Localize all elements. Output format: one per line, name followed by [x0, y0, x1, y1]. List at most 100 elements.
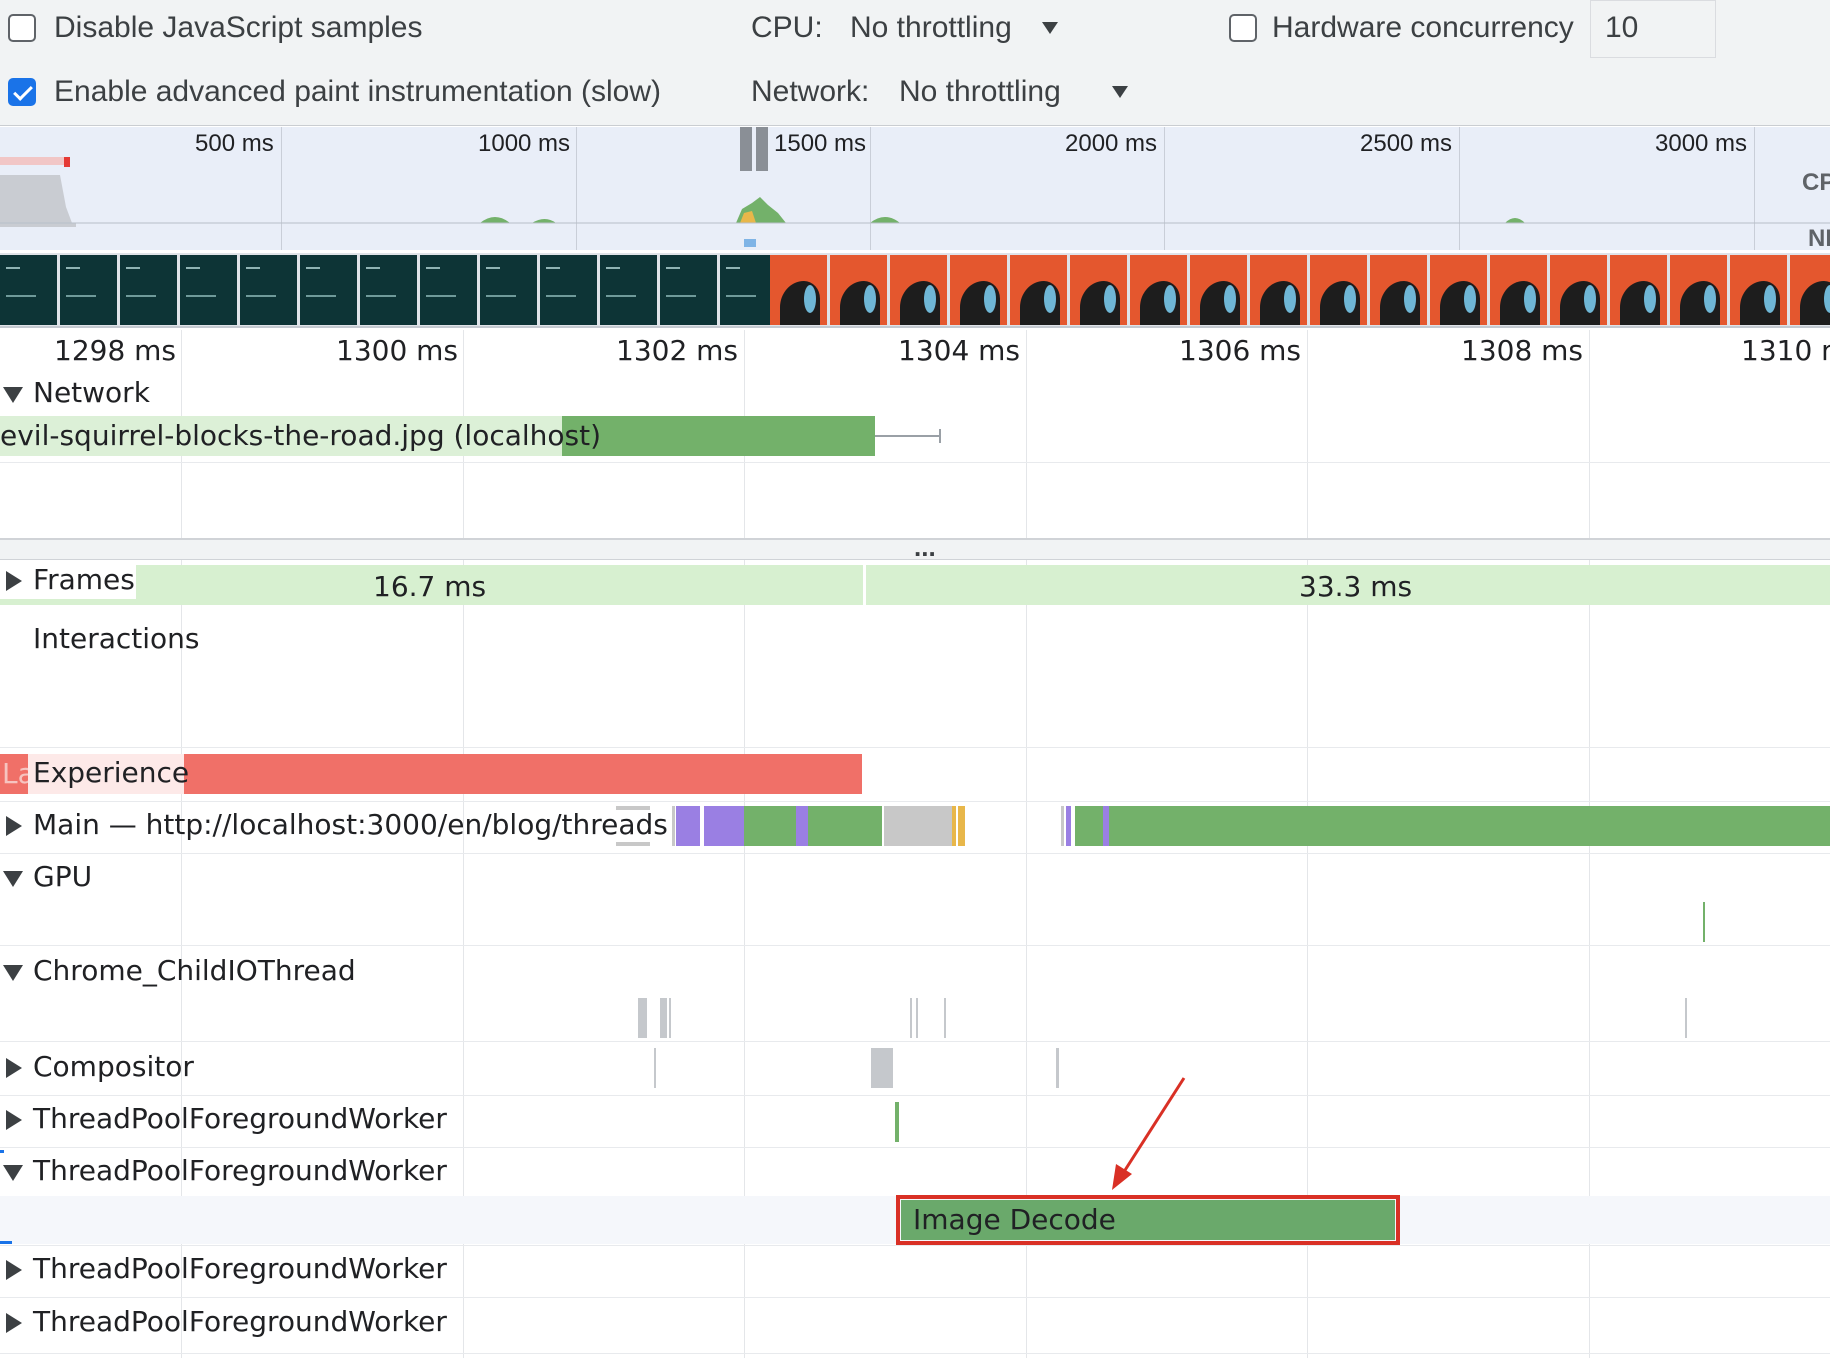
screenshot-thumbnail[interactable]	[1670, 255, 1727, 325]
worker-task-slice[interactable]	[895, 1102, 899, 1142]
collapse-triangle-icon[interactable]	[3, 965, 23, 981]
screenshot-thumbnail[interactable]	[830, 255, 887, 325]
io-task-slice[interactable]	[638, 998, 647, 1038]
gpu-track-header[interactable]: GPU	[0, 856, 120, 900]
track-splitter[interactable]: ...	[0, 532, 1830, 562]
expand-triangle-icon[interactable]	[6, 1110, 22, 1130]
compositor-task-slice[interactable]	[654, 1048, 656, 1088]
expand-triangle-icon[interactable]	[6, 1058, 22, 1078]
screenshot-thumbnail[interactable]	[540, 255, 597, 325]
network-track-header[interactable]: Network	[0, 372, 200, 416]
io-task-slice[interactable]	[669, 998, 671, 1038]
main-scripting-slice[interactable]	[1103, 806, 1109, 846]
cpu-throttling-select[interactable]: No throttling	[840, 4, 1076, 54]
screenshot-thumbnail[interactable]	[1730, 255, 1787, 325]
main-rendering-slice[interactable]	[1075, 806, 1105, 846]
overview-tick-label: 3000 ms	[1655, 130, 1748, 157]
io-task-slice[interactable]	[910, 998, 912, 1038]
expand-triangle-icon[interactable]	[6, 571, 22, 591]
io-task-slice[interactable]	[916, 998, 918, 1038]
io-task-slice[interactable]	[660, 998, 667, 1038]
expand-triangle-icon[interactable]	[6, 816, 22, 836]
screenshot-thumbnail[interactable]	[770, 255, 827, 325]
main-scripting-slice[interactable]	[704, 806, 744, 846]
screenshot-thumbnail[interactable]	[890, 255, 947, 325]
collapse-triangle-icon[interactable]	[3, 387, 23, 403]
expand-triangle-icon[interactable]	[6, 1260, 22, 1280]
expand-triangle-icon[interactable]	[6, 1313, 22, 1333]
main-rendering-slice[interactable]	[808, 806, 882, 846]
advanced-paint-checkbox[interactable]	[8, 78, 36, 106]
timeline-ruler[interactable]: 1298 ms 1300 ms 1302 ms 1304 ms 1306 ms …	[0, 330, 1830, 370]
screenshot-thumbnail[interactable]	[180, 255, 237, 325]
disable-js-samples-checkbox[interactable]	[8, 14, 36, 42]
main-scripting-slice[interactable]	[676, 806, 700, 846]
image-decode-event[interactable]: Image Decode	[901, 1200, 1395, 1240]
screenshot-thumbnail[interactable]	[300, 255, 357, 325]
child-io-thread-header[interactable]: Chrome_ChildIOThread	[0, 950, 360, 994]
compositor-track-header[interactable]: Compositor	[0, 1046, 220, 1090]
screenshot-thumbnail[interactable]	[1130, 255, 1187, 325]
frame-bar[interactable]: 16.7 ms	[0, 565, 863, 605]
screenshot-thumbnail[interactable]	[120, 255, 177, 325]
worker-thread-header[interactable]: ThreadPoolForegroundWorker	[0, 1150, 450, 1194]
main-scripting-slice[interactable]	[1066, 806, 1071, 846]
hardware-concurrency-input[interactable]: 10	[1590, 0, 1716, 58]
main-system-slice[interactable]	[884, 806, 952, 846]
screenshot-thumbnail[interactable]	[60, 255, 117, 325]
main-loading-slice[interactable]	[958, 806, 965, 846]
screenshot-filmstrip[interactable]	[0, 253, 1830, 328]
screenshot-thumbnail[interactable]	[1790, 255, 1830, 325]
main-rendering-slice[interactable]	[744, 806, 796, 846]
io-task-slice[interactable]	[1685, 998, 1687, 1038]
main-rendering-slice[interactable]	[1109, 806, 1830, 846]
ruler-tick-label: 1302 ms	[616, 334, 739, 367]
screenshot-thumbnail[interactable]	[0, 255, 57, 325]
annotation-arrow-icon	[1112, 1077, 1186, 1190]
gpu-task-slice[interactable]	[1703, 902, 1705, 942]
screenshot-thumbnail[interactable]	[1010, 255, 1067, 325]
screenshot-thumbnail[interactable]	[600, 255, 657, 325]
screenshot-thumbnail[interactable]	[240, 255, 297, 325]
interactions-track-title[interactable]: Interactions	[33, 622, 200, 655]
timeline-overview[interactable]: 500 ms 1000 ms 1500 ms 2000 ms 2500 ms 3…	[0, 127, 1830, 250]
track-divider	[0, 801, 1830, 802]
worker-thread-header[interactable]: ThreadPoolForegroundWorker	[0, 1248, 450, 1292]
hardware-concurrency-checkbox[interactable]	[1229, 14, 1257, 42]
overview-gridline	[1459, 127, 1460, 250]
worker-thread-header[interactable]: ThreadPoolForegroundWorker	[0, 1098, 450, 1142]
screenshot-thumbnail[interactable]	[1370, 255, 1427, 325]
network-throttling-select[interactable]: No throttling	[890, 66, 1136, 116]
screenshot-thumbnail[interactable]	[1250, 255, 1307, 325]
overview-selection-right-handle[interactable]	[756, 127, 768, 171]
network-track: Network evil-squirrel-blocks-the-road.jp…	[0, 372, 1830, 540]
worker-thread-title: ThreadPoolForegroundWorker	[33, 1305, 447, 1338]
screenshot-thumbnail[interactable]	[480, 255, 537, 325]
frame-bar[interactable]: 33.3 ms	[866, 565, 1830, 605]
main-loading-slice[interactable]	[952, 806, 956, 846]
collapse-triangle-icon[interactable]	[3, 871, 23, 887]
screenshot-thumbnail[interactable]	[950, 255, 1007, 325]
screenshot-thumbnail[interactable]	[420, 255, 477, 325]
screenshot-thumbnail[interactable]	[720, 255, 777, 325]
compositor-task-slice[interactable]	[871, 1048, 893, 1088]
screenshot-thumbnail[interactable]	[1310, 255, 1367, 325]
screenshot-thumbnail[interactable]	[1550, 255, 1607, 325]
main-scripting-slice[interactable]	[796, 806, 808, 846]
screenshot-thumbnail[interactable]	[1610, 255, 1667, 325]
screenshot-thumbnail[interactable]	[1190, 255, 1247, 325]
experience-track-header[interactable]: Experience	[28, 754, 189, 794]
collapse-triangle-icon[interactable]	[3, 1165, 23, 1181]
screenshot-thumbnail[interactable]	[1070, 255, 1127, 325]
screenshot-thumbnail[interactable]	[1490, 255, 1547, 325]
network-request-bar[interactable]: evil-squirrel-blocks-the-road.jpg (local…	[0, 416, 875, 456]
worker-thread-header[interactable]: ThreadPoolForegroundWorker	[0, 1301, 450, 1345]
screenshot-thumbnail[interactable]	[660, 255, 717, 325]
frames-track-header[interactable]: Frames	[0, 563, 136, 599]
overview-selection-left-handle[interactable]	[740, 127, 752, 171]
screenshot-thumbnail[interactable]	[1430, 255, 1487, 325]
compositor-task-slice[interactable]	[1056, 1048, 1059, 1088]
screenshot-thumbnail[interactable]	[360, 255, 417, 325]
main-thread-header[interactable]: Main — http://localhost:3000/en/blog/thr…	[0, 804, 668, 848]
io-task-slice[interactable]	[944, 998, 946, 1038]
